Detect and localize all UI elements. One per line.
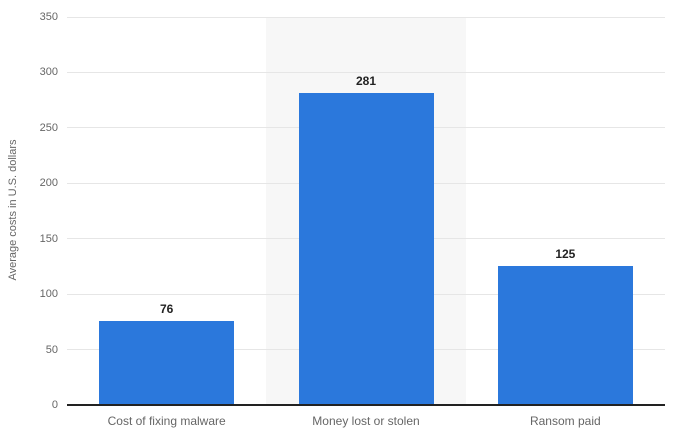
y-axis-tick-label: 50 — [45, 343, 58, 356]
x-axis-category-label: Cost of fixing malware — [107, 414, 226, 428]
x-axis-category-label: Ransom paid — [529, 414, 601, 428]
y-gridline — [67, 16, 665, 18]
bar-1[interactable] — [298, 93, 434, 404]
bar-2[interactable] — [497, 266, 633, 404]
bar-value-label: 281 — [355, 74, 377, 89]
y-axis-tick-label: 100 — [39, 288, 58, 301]
bar-value-label: 76 — [159, 301, 174, 316]
y-axis-tick-label: 200 — [39, 177, 58, 190]
y-axis-tick-label: 250 — [39, 121, 58, 134]
y-axis-tick-label: 150 — [39, 232, 58, 245]
x-axis-category-label: Money lost or stolen — [312, 414, 420, 428]
bar-value-label: 125 — [555, 247, 576, 262]
bar-0[interactable] — [99, 320, 235, 404]
y-axis-tick-label: 0 — [51, 399, 58, 411]
y-gridline — [67, 71, 665, 73]
y-axis-tick-label: 350 — [39, 11, 58, 23]
y-axis-tick-label: 300 — [39, 66, 58, 79]
x-axis-line — [67, 404, 665, 406]
